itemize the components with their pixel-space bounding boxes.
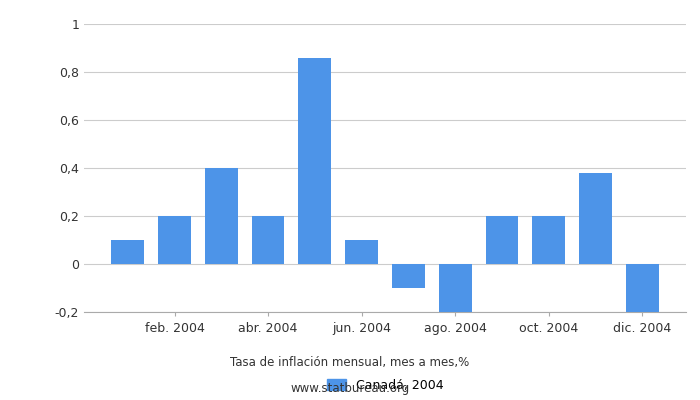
Text: www.statbureau.org: www.statbureau.org bbox=[290, 382, 410, 395]
Bar bbox=[345, 240, 378, 264]
Bar bbox=[158, 216, 191, 264]
Bar bbox=[532, 216, 565, 264]
Bar bbox=[486, 216, 518, 264]
Bar bbox=[298, 58, 331, 264]
Bar bbox=[439, 264, 472, 312]
Bar bbox=[205, 168, 238, 264]
Text: Tasa de inflación mensual, mes a mes,%: Tasa de inflación mensual, mes a mes,% bbox=[230, 356, 470, 369]
Bar bbox=[252, 216, 284, 264]
Bar bbox=[626, 264, 659, 312]
Bar bbox=[111, 240, 144, 264]
Bar bbox=[579, 173, 612, 264]
Bar bbox=[392, 264, 425, 288]
Legend: Canadá, 2004: Canadá, 2004 bbox=[327, 379, 443, 392]
